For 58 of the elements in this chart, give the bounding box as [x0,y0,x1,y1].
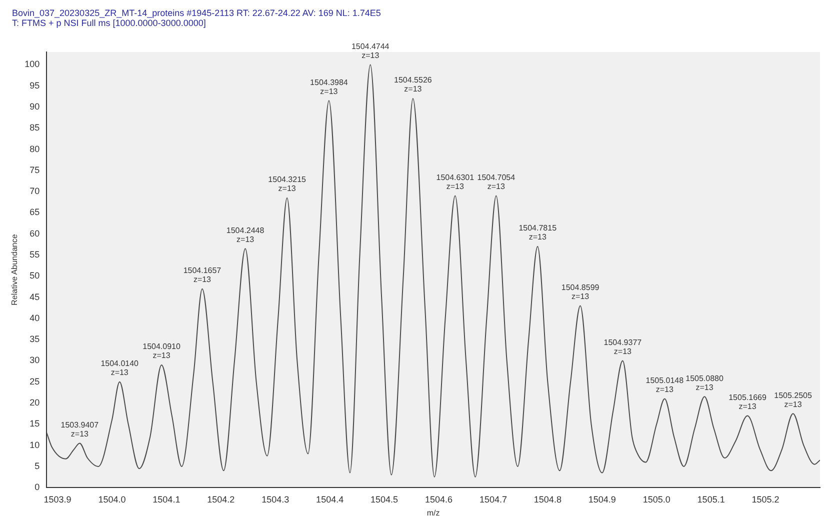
y-tick-label: 80 [30,144,40,154]
annotation: 1504.0910 z=13 [142,342,181,360]
y-tick-label: 90 [30,101,40,112]
y-tick-label: 5 [34,460,40,471]
annotation: 1504.6301 z=13 [436,172,475,191]
y-tick-label: 0 [34,482,40,492]
x-tick-label: 1504.8 [534,494,562,504]
annotation: 1504.2448 z=13 [226,226,265,244]
y-tick-label: 45 [30,292,40,302]
x-tick-label: 1504.4 [316,494,344,504]
chart-title: Bovin_037_20230325_ZR_MT-14_proteins #1945-2113 RT: 22.67-24.22 AV: 169 NL: 1.74E5 [12,8,382,18]
x-tick-label: 1505.0 [642,494,670,504]
x-axis-title: m/z [426,508,440,518]
annotation: 1504.8599 z=13 [561,282,600,301]
annotation: 1504.0140 z=13 [100,359,140,378]
annotation: 1504.9377 z=13 [604,338,642,356]
annotation: 1505.0148 z=13 [646,376,684,394]
y-tick-label: 65 [30,207,40,218]
y-tick-label: 60 [30,228,40,238]
line-series [46,64,820,478]
annotation: 1505.2505 z=13 [774,390,812,409]
y-tick-label: 20 [30,398,40,408]
annotation: 1504.3215 z=13 [268,175,307,194]
annotation: 1504.1657 z=13 [183,266,222,284]
y-tick-label: 15 [30,418,40,429]
x-tick-label: 1504.0 [98,494,126,504]
annotation: 1504.3984 z=13 [310,78,348,96]
x-tick-label: 1504.9 [588,494,616,504]
x-tick-label: 1504.6 [424,494,453,504]
x-tick-label: 1505.2 [752,494,780,504]
annotation: 1504.7054 z=13 [477,172,516,191]
y-tick-label: 10 [30,440,40,450]
annotation: 1504.7815 z=13 [518,224,558,242]
y-axis-title: Relative Abundance [10,234,20,306]
y-tick-label: 70 [30,186,40,196]
chart-subtitle: T: FTMS + p NSI Full ms [1000.0000-3000.0000] [12,18,207,28]
y-tick-label: 50 [30,270,40,281]
annotation: 1504.4744 z=13 [351,42,390,60]
y-tick-label: 35 [30,334,40,344]
annotation: 1504.5526 z=13 [394,76,432,94]
x-tick-label: 1505.1 [697,494,725,504]
y-tick-label: 55 [30,249,40,260]
annotation: 1503.9407 z=13 [60,420,100,438]
x-tick-label: 1503.9 [44,494,72,504]
y-tick-label: 75 [30,164,40,175]
y-tick-label: 40 [30,312,40,323]
y-tick-label: 30 [30,355,40,366]
y-tick-label: 85 [30,122,40,133]
y-tick-label: 100 [24,59,40,70]
y-tick-label: 95 [30,80,40,90]
annotation: 1505.1669 z=13 [728,392,767,411]
x-tick-label: 1504.1 [152,494,180,504]
annotation: 1505.0880 z=13 [686,374,724,392]
x-tick-label: 1504.5 [370,494,398,504]
x-tick-label: 1504.7 [479,494,507,504]
y-tick-label: 25 [30,376,40,386]
x-tick-label: 1504.3 [262,494,290,504]
x-tick-label: 1504.2 [207,494,235,504]
